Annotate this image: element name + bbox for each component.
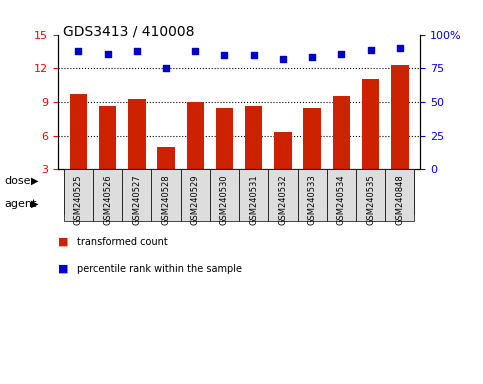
Text: GSM240525: GSM240525 [74, 174, 83, 225]
Text: percentile rank within the sample: percentile rank within the sample [77, 264, 242, 274]
Bar [385, 169, 414, 221]
Bar [128, 99, 145, 169]
Text: GSM240527: GSM240527 [132, 174, 142, 225]
Text: GSM240526: GSM240526 [103, 174, 112, 225]
Bar [99, 106, 116, 169]
Text: homocysteine: homocysteine [258, 199, 337, 209]
Bar [152, 169, 181, 221]
Text: 0 um/L: 0 um/L [103, 176, 142, 186]
Point [279, 56, 287, 62]
Point [104, 51, 112, 57]
Text: GSM240532: GSM240532 [278, 174, 287, 225]
Bar [64, 169, 181, 192]
Bar [70, 94, 87, 169]
Text: ■: ■ [58, 237, 69, 247]
Text: GSM240529: GSM240529 [191, 174, 200, 225]
Text: GSM240533: GSM240533 [308, 174, 317, 225]
Bar [327, 169, 356, 221]
Text: agent: agent [5, 199, 37, 209]
Point [162, 65, 170, 71]
Bar [216, 108, 233, 169]
Bar [362, 79, 379, 169]
Point [396, 45, 404, 51]
Text: 10 um/L: 10 um/L [216, 176, 262, 186]
Bar [303, 108, 321, 169]
Text: control: control [103, 199, 142, 209]
Text: GSM240530: GSM240530 [220, 174, 229, 225]
Bar [298, 169, 414, 192]
Bar [274, 132, 292, 169]
Bar [157, 147, 175, 169]
Point [221, 52, 228, 58]
Point [250, 52, 257, 58]
Point [367, 47, 374, 53]
Text: transformed count: transformed count [77, 237, 168, 247]
Bar [181, 192, 414, 215]
Text: ■: ■ [58, 264, 69, 274]
Bar [333, 96, 350, 169]
Bar [186, 102, 204, 169]
Bar [298, 169, 327, 221]
Point [338, 51, 345, 57]
Bar [93, 169, 122, 221]
Text: GSM240535: GSM240535 [366, 174, 375, 225]
Bar [245, 106, 262, 169]
Bar [268, 169, 298, 221]
Text: GSM240531: GSM240531 [249, 174, 258, 225]
Bar [356, 169, 385, 221]
Text: ▶: ▶ [31, 176, 39, 186]
Bar [391, 65, 409, 169]
Text: GSM240534: GSM240534 [337, 174, 346, 225]
Point [191, 48, 199, 55]
Text: GSM240848: GSM240848 [395, 174, 404, 225]
Bar [122, 169, 152, 221]
Text: GDS3413 / 410008: GDS3413 / 410008 [63, 25, 194, 39]
Bar [181, 169, 210, 221]
Text: GSM240528: GSM240528 [161, 174, 170, 225]
Bar [64, 169, 93, 221]
Text: ▶: ▶ [31, 199, 39, 209]
Text: 100 um/L: 100 um/L [330, 176, 382, 186]
Text: dose: dose [5, 176, 31, 186]
Bar [64, 192, 181, 215]
Point [133, 48, 141, 55]
Point [74, 48, 82, 55]
Bar [239, 169, 268, 221]
Bar [210, 169, 239, 221]
Bar [181, 169, 298, 192]
Point [308, 54, 316, 60]
